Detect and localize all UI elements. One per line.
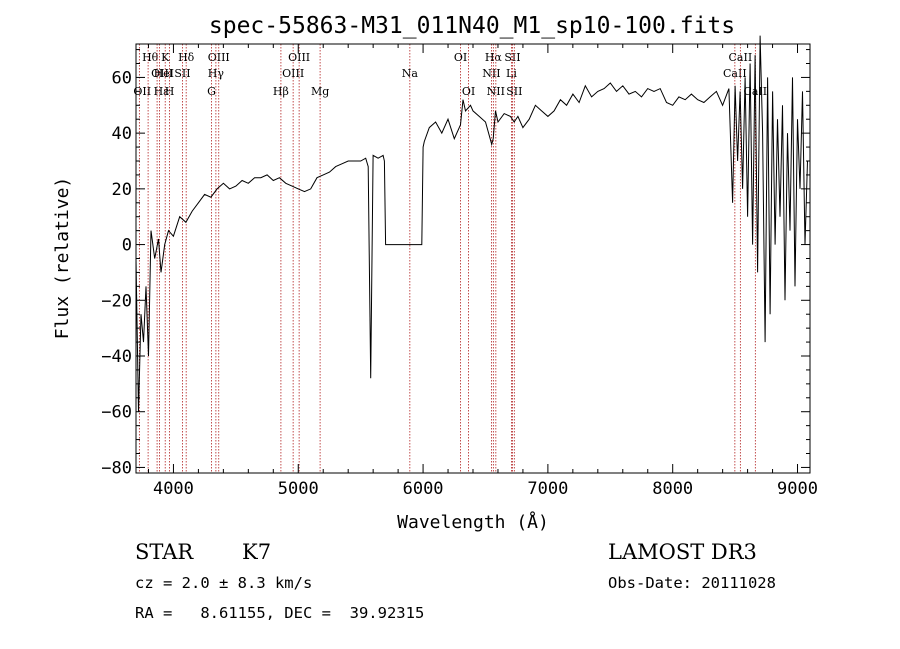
- line-marker-label: Hδ: [178, 51, 195, 64]
- y-tick-label: −80: [101, 458, 132, 478]
- line-marker-label: Hε: [154, 85, 170, 98]
- line-marker-label: OII: [133, 85, 151, 98]
- y-axis-label: Flux (relative): [52, 177, 73, 340]
- line-marker-label: Na: [402, 67, 419, 80]
- line-marker-label: K: [161, 51, 170, 64]
- coordinates-readout: RA = 8.61155, DEC = 39.92315: [135, 604, 425, 622]
- line-marker-label: SII: [506, 85, 522, 98]
- object-class: STAR: [135, 540, 194, 564]
- line-marker-label: SII: [504, 51, 520, 64]
- line-marker-label: OIII: [282, 67, 304, 80]
- line-marker-label: OIII: [288, 51, 310, 64]
- y-tick-label: 0: [122, 236, 132, 256]
- line-marker-label: NII: [482, 67, 500, 80]
- x-tick-label: 5000: [278, 479, 319, 499]
- line-marker-label: Li: [506, 67, 517, 80]
- line-marker-label: SII: [174, 67, 190, 80]
- line-marker-label: G: [207, 85, 216, 98]
- spectrum-series: [135, 35, 808, 412]
- x-axis: 4000 5000 6000 7000 8000 9000: [147, 44, 818, 499]
- survey-name: LAMOST DR3: [608, 540, 757, 564]
- line-marker-label: H: [165, 85, 175, 98]
- line-marker-label: OI: [454, 51, 467, 64]
- line-marker-label: OI: [462, 85, 475, 98]
- object-subclass: K7: [242, 540, 272, 564]
- obs-date: Obs-Date: 20111028: [608, 574, 776, 592]
- spectral-line-markers: OII Hθ OIII Hε HeI K H SII Hδ OIII Hγ G Hβ OIII OIII Mg…: [133, 44, 767, 473]
- line-marker-label: Hα: [485, 51, 503, 64]
- line-marker-label: OIII: [151, 67, 173, 80]
- spectrum-line: [135, 35, 808, 412]
- y-tick-label: 40: [112, 124, 132, 144]
- y-tick-label: −40: [101, 347, 132, 367]
- line-marker-label: Mg: [311, 85, 329, 98]
- x-tick-label: 8000: [652, 479, 693, 499]
- chart-title: spec-55863-M31_011N40_M1_sp10-100.fits: [209, 13, 735, 39]
- y-tick-label: 60: [112, 68, 132, 88]
- line-marker-label: Hγ: [208, 67, 225, 80]
- line-marker-label: Hβ: [273, 85, 289, 98]
- line-marker-label: NII: [487, 85, 505, 98]
- y-axis: −80 −60 −40 −20 0 20 40 60: [101, 49, 810, 478]
- y-tick-label: 20: [112, 180, 132, 200]
- y-tick-label: −60: [101, 403, 132, 423]
- y-tick-label: −20: [101, 291, 132, 311]
- x-axis-label: Wavelength (Å): [397, 511, 549, 533]
- line-marker-label: CaII: [723, 67, 747, 80]
- x-tick-label: 4000: [153, 479, 194, 499]
- x-tick-label: 7000: [527, 479, 568, 499]
- x-tick-label: 9000: [777, 479, 818, 499]
- line-marker-label: Hθ: [142, 51, 159, 64]
- line-marker-label: CaII: [729, 51, 753, 64]
- line-marker-label: OIII: [208, 51, 230, 64]
- redshift-readout: cz = 2.0 ± 8.3 km/s: [135, 574, 313, 592]
- plot-frame: [135, 43, 811, 474]
- line-marker-label: HeI: [154, 67, 174, 80]
- x-tick-label: 6000: [403, 479, 444, 499]
